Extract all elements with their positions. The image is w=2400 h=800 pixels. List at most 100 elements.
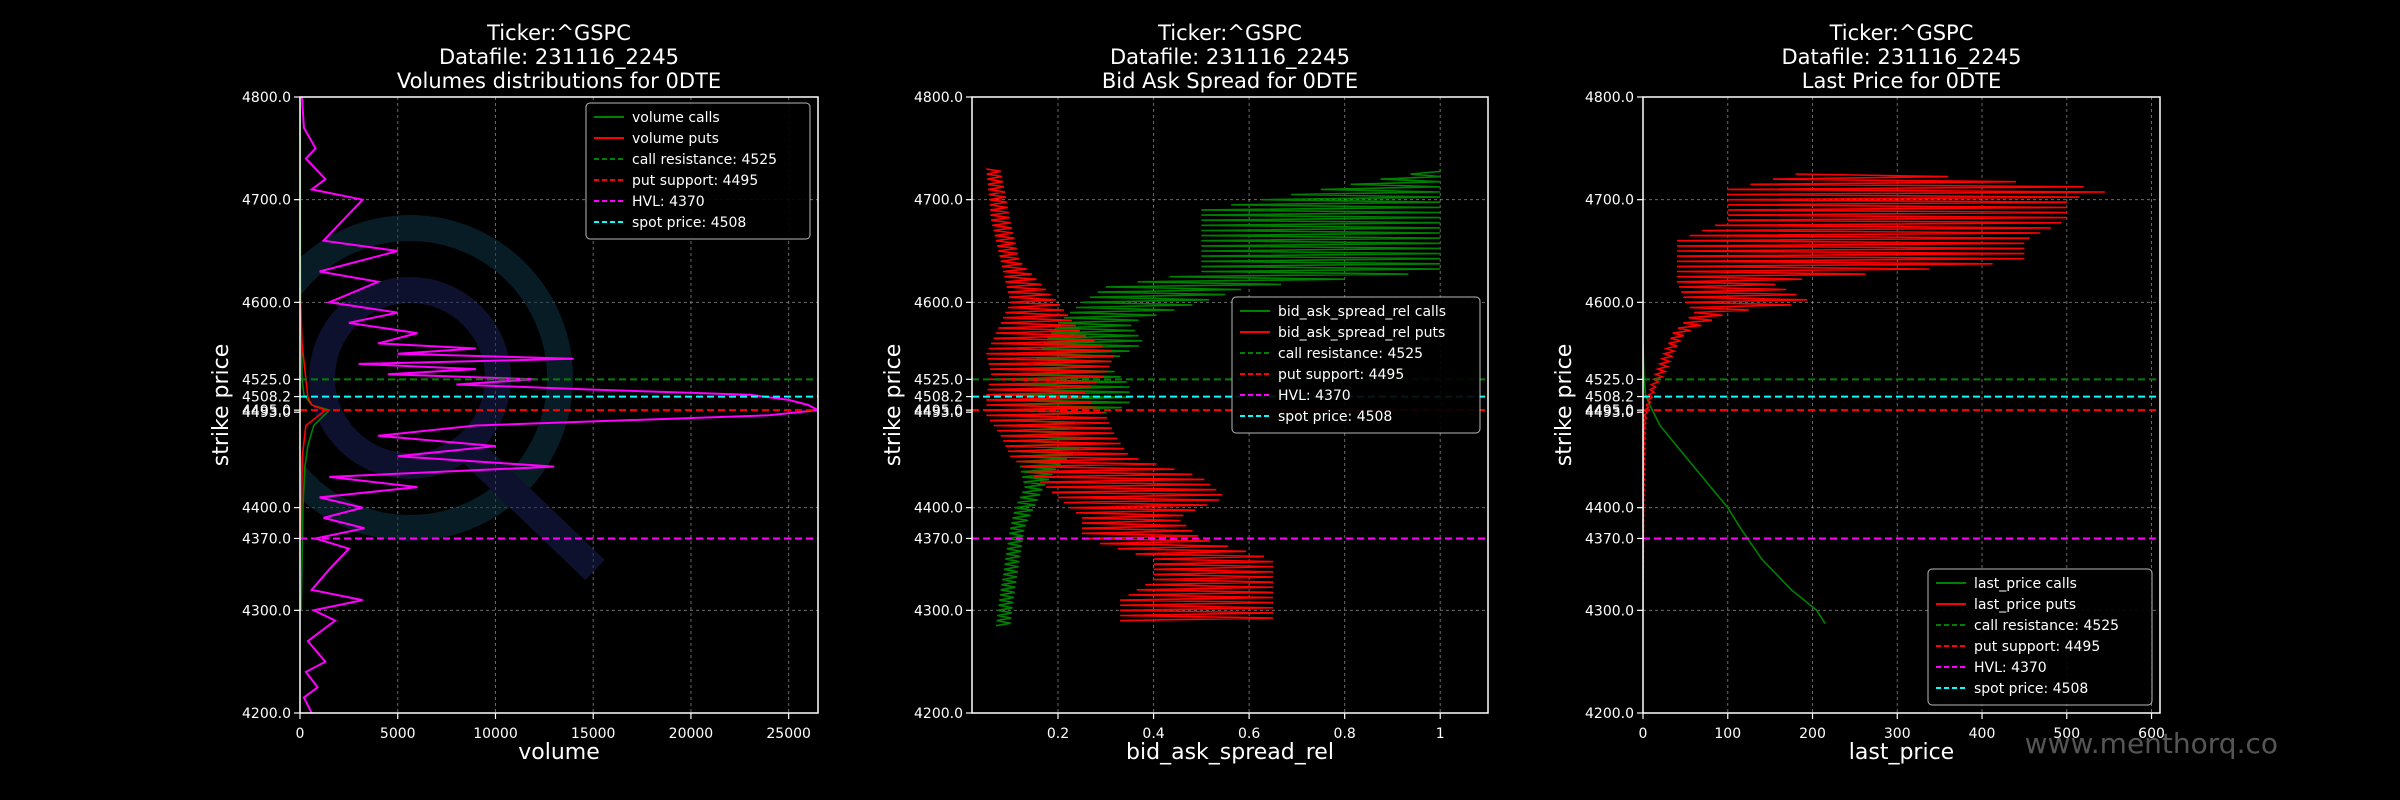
x-tick-label: 20000 [669,726,714,742]
legend-entry: put support: 4495 [1278,367,1404,383]
legend-entry: last_price puts [1974,597,2076,613]
y-tick-label: 4493.0 [914,405,963,421]
chart-title-line-3: Last Price for 0DTE [1802,69,2002,93]
chart-title-line-2: Datafile: 231116_2245 [1782,45,2022,70]
x-tick-label: 25000 [766,726,811,742]
y-tick-label: 4600.0 [914,295,963,311]
legend-entry: bid_ask_spread_rel calls [1278,304,1446,320]
x-tick-label: 0 [1639,726,1648,742]
series-line-2 [300,302,328,539]
y-tick-label: 4200.0 [1585,706,1634,722]
y-tick-label: 4370.0 [242,531,291,547]
volume-total-line [301,97,818,713]
x-tick-label: 0.8 [1334,726,1356,742]
legend-box [1231,296,1481,434]
y-tick-label: 4600.0 [242,295,291,311]
legend-entry: bid_ask_spread_rel puts [1278,325,1445,341]
legend-entry: call resistance: 4525 [1974,618,2119,634]
y-axis-label: strike price [209,344,234,466]
chart-title-line-1: Ticker:^GSPC [486,21,631,45]
axes-frame [1642,96,2161,714]
x-tick-label: 10000 [473,726,518,742]
legend-box [585,102,811,240]
x-axis-label: last_price [1849,740,1954,765]
y-tick-label: 4700.0 [914,193,963,209]
y-tick-label: 4400.0 [1585,501,1634,517]
y-tick-label: 4800.0 [1585,90,1634,106]
x-tick-label: 300 [1884,726,1911,742]
axes-frame [971,96,1489,714]
y-tick-label: 4493.0 [242,405,291,421]
legend-entry: HVL: 4370 [1974,660,2047,676]
series-line-2 [986,168,1274,622]
chart-title-line-1: Ticker:^GSPC [1157,21,1302,45]
y-tick-label: 4300.0 [914,603,963,619]
legend: last_price calls last_price puts call resi… [1927,568,2153,706]
y-tick-label: 4525.0 [242,372,291,388]
chart-title-line-2: Datafile: 231116_2245 [439,45,679,70]
x-tick-label: 100 [1714,726,1741,742]
x-tick-label: 400 [1969,726,1996,742]
axes-frame [299,96,819,714]
chart-title-line-2: Datafile: 231116_2245 [1110,45,1350,70]
chart-title-line-1: Ticker:^GSPC [1829,21,1974,45]
x-tick-label: 15000 [571,726,616,742]
y-tick-label: 4495.0 [914,403,963,419]
series-line-1 [1643,343,1826,625]
legend-box [1927,568,2153,706]
chart-title-line-3: Bid Ask Spread for 0DTE [1102,69,1358,93]
y-tick-label: 4300.0 [1585,603,1634,619]
y-tick-label: 4200.0 [242,706,291,722]
legend-entry: HVL: 4370 [1278,388,1351,404]
y-axis-label: strike price [1552,344,1577,466]
x-tick-label: 0.4 [1142,726,1164,742]
y-tick-label: 4493.0 [1585,405,1634,421]
x-tick-label: 0.2 [1047,726,1069,742]
plot-area [1643,173,2105,625]
x-tick-label: 0.6 [1238,726,1260,742]
legend-entry: spot price: 4508 [1974,681,2088,697]
legend-entry: volume puts [632,131,719,147]
legend: volume calls volume puts call resistance: … [585,102,811,240]
x-tick-label: 0 [296,726,305,742]
y-tick-label: 4700.0 [242,193,291,209]
logo-watermark [300,215,605,581]
legend-entry: volume calls [632,110,720,126]
chart-title-line-3: Volumes distributions for 0DTE [397,69,721,93]
y-tick-label: 4525.0 [1585,372,1634,388]
y-tick-label: 4495.0 [1585,403,1634,419]
legend-entry: spot price: 4508 [632,215,746,231]
legend-entry: last_price calls [1974,576,2077,592]
y-tick-label: 4370.0 [914,531,963,547]
legend: bid_ask_spread_rel calls bid_ask_spread_r… [1231,296,1481,434]
plot-area [300,97,818,713]
y-tick-label: 4508.2 [242,390,291,406]
y-tick-label: 4400.0 [242,501,291,517]
y-axis-label: strike price [881,344,906,466]
legend-entry: spot price: 4508 [1278,409,1392,425]
legend-entry: HVL: 4370 [632,194,705,210]
watermark-text: www.menthorq.co [2024,727,2278,760]
y-tick-label: 4508.2 [914,390,963,406]
y-tick-label: 4200.0 [914,706,963,722]
y-tick-label: 4525.0 [914,372,963,388]
y-tick-label: 4700.0 [1585,193,1634,209]
y-tick-label: 4300.0 [242,603,291,619]
y-tick-label: 4370.0 [1585,531,1634,547]
x-axis-label: volume [518,740,600,765]
legend-entry: put support: 4495 [632,173,758,189]
series-line-2 [1643,173,2105,611]
y-tick-label: 4400.0 [914,501,963,517]
y-tick-label: 4800.0 [914,90,963,106]
y-tick-label: 4495.0 [242,403,291,419]
x-tick-label: 1 [1436,726,1445,742]
y-tick-label: 4800.0 [242,90,291,106]
x-tick-label: 600 [2138,726,2165,742]
legend-entry: call resistance: 4525 [1278,346,1423,362]
x-tick-label: 200 [1799,726,1826,742]
x-axis-label: bid_ask_spread_rel [1126,740,1334,765]
